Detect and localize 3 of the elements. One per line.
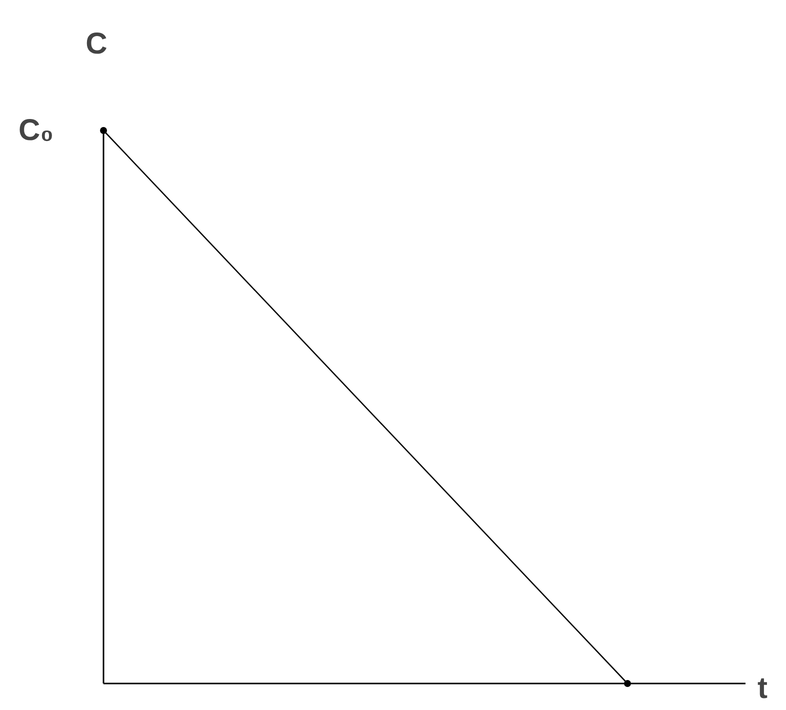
y-axis-title: C bbox=[86, 28, 108, 60]
x-axis-title: t bbox=[758, 672, 768, 705]
text: C₀ bbox=[18, 114, 54, 147]
